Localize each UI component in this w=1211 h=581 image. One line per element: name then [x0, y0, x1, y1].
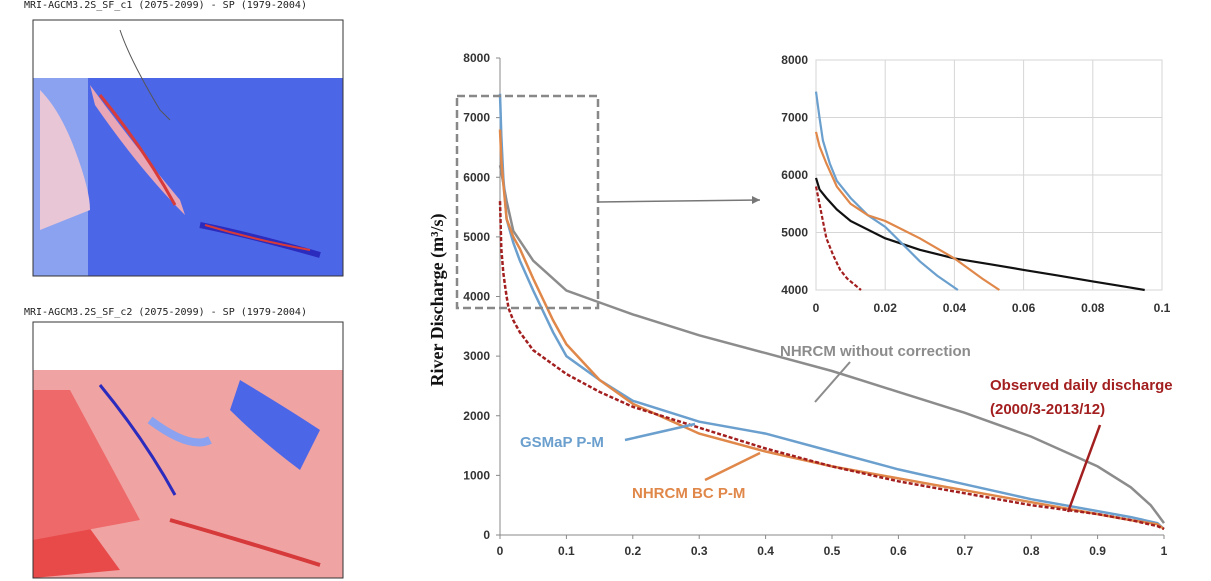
- map-title: MRI-AGCM3.2S_SF_c2 (2075-2099) - SP (197…: [24, 307, 307, 318]
- inset-series-line: [814, 91, 959, 291]
- y-tick-label: 7000: [463, 111, 490, 125]
- x-tick-label: 0.9: [1089, 544, 1106, 558]
- annotation-gsmap: GSMaP P-M: [520, 434, 604, 451]
- inset-series-line: [814, 131, 1001, 291]
- y-tick-label: 2000: [463, 409, 490, 423]
- inset-x-tick-label: 0.06: [1012, 301, 1036, 315]
- inset-series-line: [814, 186, 862, 291]
- x-tick-label: 0.1: [558, 544, 575, 558]
- inset-y-tick-label: 6000: [781, 168, 808, 182]
- y-tick-label: 8000: [463, 51, 490, 65]
- inset-x-tick-label: 0.08: [1081, 301, 1105, 315]
- x-tick-label: 0: [497, 544, 504, 558]
- x-tick-label: 1: [1161, 544, 1168, 558]
- annotation-nhrcm-raw: NHRCM without correction: [780, 343, 971, 360]
- x-tick-label: 0.3: [691, 544, 708, 558]
- inset-x-tick-label: 0.04: [943, 301, 967, 315]
- annotation-pointer: [624, 422, 696, 442]
- y-tick-label: 3000: [463, 349, 490, 363]
- y-tick-label: 1000: [463, 468, 490, 482]
- inset-x-tick-label: 0: [813, 301, 820, 315]
- x-tick-label: 0.2: [624, 544, 641, 558]
- inset-y-tick-label: 7000: [781, 111, 808, 125]
- inset-y-tick-label: 4000: [781, 283, 808, 297]
- inset-y-tick-label: 8000: [781, 53, 808, 67]
- y-tick-label: 4000: [463, 290, 490, 304]
- annotation-nhrcm-bc: NHRCM BC P-M: [632, 485, 745, 502]
- y-axis-label: River Discharge (m³/s): [427, 213, 448, 386]
- annotation-pointer: [1066, 424, 1102, 513]
- y-tick-label: 6000: [463, 170, 490, 184]
- series-line: [498, 201, 1165, 531]
- x-tick-label: 0.4: [757, 544, 774, 558]
- x-tick-label: 0.6: [890, 544, 907, 558]
- zoom-arrowhead: [752, 196, 760, 204]
- map-panel-c2: MRI-AGCM3.2S_SF_c2 (2075-2099) - SP (197…: [0, 290, 355, 580]
- map-c1: [32, 19, 344, 277]
- annotation-observed-line1: Observed daily discharge: [990, 377, 1173, 394]
- inset-series-line: [814, 177, 1145, 292]
- annotation-pointer: [704, 451, 761, 482]
- annotation-observed-line2: (2000/3-2013/12): [990, 401, 1105, 418]
- y-tick-label: 0: [483, 528, 490, 542]
- annotation-pointer: [814, 361, 851, 403]
- x-tick-label: 0.5: [824, 544, 841, 558]
- y-tick-label: 5000: [463, 230, 490, 244]
- map-title: MRI-AGCM3.2S_SF_c1 (2075-2099) - SP (197…: [24, 0, 307, 11]
- inset-y-tick-label: 5000: [781, 226, 808, 240]
- zoom-arrow: [597, 199, 761, 203]
- x-tick-label: 0.8: [1023, 544, 1040, 558]
- map-panel-c1: MRI-AGCM3.2S_SF_c1 (2075-2099) - SP (197…: [0, 0, 355, 290]
- x-tick-label: 0.7: [956, 544, 973, 558]
- map-c2: [32, 321, 344, 579]
- inset-x-tick-label: 0.1: [1154, 301, 1171, 315]
- series-line: [498, 165, 1166, 524]
- inset-x-tick-label: 0.02: [874, 301, 898, 315]
- inset-chart: 4000 5000 6000 7000 8000 0 0.02 0.04 0.06 0.08 0.1: [781, 53, 1170, 315]
